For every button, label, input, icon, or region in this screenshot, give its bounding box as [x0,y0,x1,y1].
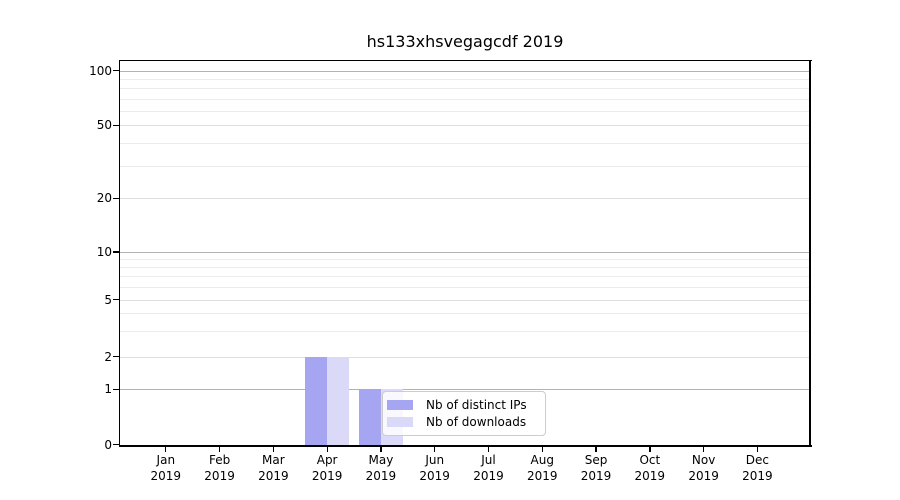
x-tick-mark [756,446,759,452]
legend-label-downloads: Nb of downloads [426,415,527,430]
x-tick-mark [595,446,597,452]
y-major-gridline [120,70,810,72]
y-tick-mark [113,197,119,199]
y-major-gridline [120,252,810,254]
x-tick-label: Dec 2019 [742,453,773,483]
x-tick-label: May 2019 [365,453,397,483]
y-gridline [120,299,810,301]
x-tick-label: Feb 2019 [204,453,235,483]
y-tick-label: 5 [104,292,112,307]
x-tick-mark [218,446,221,452]
legend-item-downloads: Nb of downloads [387,414,539,432]
legend: Nb of distinct IPs Nb of downloads [382,391,546,436]
y-tick-mark [113,69,119,72]
x-tick-label: Jan 2019 [150,453,182,483]
y-gridline [120,356,810,358]
plot-top-spine [118,59,813,62]
y-tick-label: 50 [96,118,112,133]
x-tick-mark [434,446,436,452]
y-minor-gridline [120,287,810,288]
y-minor-gridline [120,143,810,145]
x-tick-label: Jul 2019 [473,453,504,483]
y-gridline [120,125,810,127]
y-minor-gridline [120,259,810,261]
y-gridline [120,198,810,200]
y-tick-label: 100 [89,63,112,78]
y-tick-label: 2 [104,349,112,364]
legend-label-distinct-ips: Nb of distinct IPs [426,397,527,412]
y-tick-label: 20 [96,191,112,206]
legend-swatch-distinct-ips-icon [387,399,413,410]
y-tick-mark [113,251,119,253]
y-minor-gridline [120,267,810,269]
y-minor-gridline [120,98,810,100]
y-tick-mark [113,124,119,126]
y-tick-label: 1 [104,382,112,397]
x-tick-mark [272,446,275,452]
y-tick-mark [113,444,119,446]
x-axis-line [118,444,813,447]
x-tick-mark [165,446,167,452]
y-minor-gridline [120,78,810,80]
x-tick-label: Mar 2019 [258,453,289,483]
x-tick-mark [703,446,705,452]
x-tick-mark [326,446,328,452]
y-minor-gridline [120,276,810,278]
y-tick-label: 0 [104,437,112,452]
legend-swatch-downloads-icon [387,417,413,428]
x-tick-label: Sep 2019 [580,453,612,483]
plot-right-spine [809,59,811,447]
y-minor-gridline [120,331,810,333]
y-tick-label: 10 [96,245,112,259]
x-tick-mark [380,446,382,452]
x-tick-mark [541,446,543,452]
x-tick-label: Apr 2019 [311,453,343,483]
legend-item-distinct-ips: Nb of distinct IPs [387,396,539,414]
y-minor-gridline [120,313,810,315]
x-tick-label: Jun 2019 [419,453,450,483]
bar-distinct-ips [358,389,381,445]
x-tick-label: Nov 2019 [688,453,719,483]
chart-title: hs133xhsvegagcdf 2019 [366,32,564,51]
y-minor-gridline [120,110,810,112]
y-axis-line [118,59,121,447]
bar-downloads [327,356,350,445]
x-tick-mark [649,446,651,452]
x-tick-mark [487,446,490,452]
x-tick-label: Oct 2019 [634,453,666,483]
y-minor-gridline [120,88,810,90]
y-major-gridline [120,389,810,391]
y-minor-gridline [120,165,810,167]
y-tick-mark [113,388,119,390]
bar-distinct-ips [305,356,328,445]
x-tick-label: Aug 2019 [526,453,558,483]
y-tick-mark [113,355,119,358]
y-tick-mark [113,298,119,301]
